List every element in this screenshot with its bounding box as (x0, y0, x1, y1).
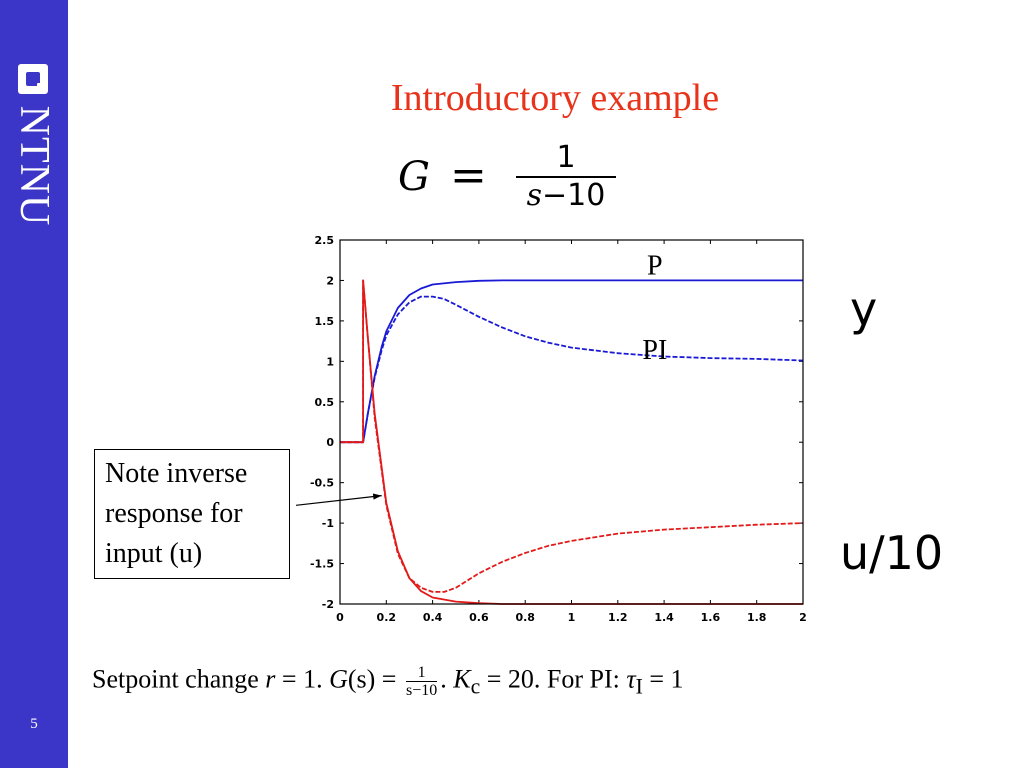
note-arrow-head-icon (372, 493, 382, 500)
caption-g: G (329, 664, 348, 694)
caption-text-6: = 1 (642, 664, 684, 694)
ntnu-logo-icon (18, 64, 48, 94)
u-input-label: u/10 (840, 526, 944, 580)
note-line-2: response for (105, 498, 243, 529)
x-tick-label: 0.2 (377, 611, 397, 624)
series-line-1 (340, 295, 804, 444)
x-tick-label: 0 (336, 611, 344, 624)
caption-text-5: = 20. For PI: (480, 664, 627, 694)
inverse-response-note: Note inverse response for input (u) (94, 449, 290, 579)
x-tick-label: 1.4 (654, 611, 674, 624)
formula-den-var: s (526, 178, 543, 213)
formula-numerator: 1 (556, 140, 576, 175)
caption-text-2: = 1. (275, 664, 330, 694)
y-tick-label: 0 (326, 436, 334, 449)
caption-kc-sub: c (470, 674, 481, 699)
x-tick-label: 2 (799, 611, 807, 624)
x-tick-label: 1.8 (747, 611, 767, 624)
y-tick-label: -0.5 (310, 477, 334, 490)
curve-annotation-p: P (647, 250, 663, 281)
curve-annotation-pi: PI (642, 335, 667, 366)
y-tick-label: 0.5 (315, 396, 335, 409)
y-tick-label: -1 (322, 517, 334, 530)
transfer-function-formula: G = 1 s−10 (398, 140, 638, 220)
note-line-3: input (u) (105, 538, 203, 569)
y-tick-label: 1 (326, 355, 334, 368)
note-line-1: Note inverse (105, 458, 248, 489)
note-arrow-line (295, 495, 382, 506)
caption-text-3: (s) = (347, 664, 403, 694)
caption-frac-num: 1 (417, 664, 426, 681)
y-output-label: y (850, 282, 878, 336)
y-tick-label: 2 (326, 274, 334, 287)
caption-text-4: . (440, 664, 454, 694)
caption-kc: K (453, 664, 471, 694)
formula-denominator: s−10 (514, 178, 618, 214)
formula-lhs: G (398, 154, 430, 200)
page-number: 5 (30, 716, 38, 732)
caption-r: r (265, 664, 276, 694)
y-tick-label: -1.5 (310, 558, 334, 571)
y-tick-label: 2.5 (315, 234, 335, 247)
caption-fraction: 1 s−10 (405, 664, 438, 699)
caption-tau-sub: I (635, 674, 643, 699)
formula-fraction: 1 s−10 (514, 140, 618, 214)
slide-title: Introductory example (390, 77, 720, 119)
y-tick-label: 1.5 (315, 315, 335, 328)
caption-frac-den: s−10 (405, 681, 438, 699)
series-line-3 (340, 279, 804, 593)
series-line-2 (340, 279, 803, 605)
formula-equals: = (450, 150, 487, 201)
x-tick-label: 1.2 (608, 611, 628, 624)
caption-tau: τ (626, 664, 636, 694)
x-tick-label: 0.8 (515, 611, 535, 624)
y-tick-label: -2 (322, 598, 334, 611)
caption: Setpoint change r = 1. G(s) = 1 s−10. Kc … (92, 664, 912, 700)
formula-den-rest: −10 (542, 178, 606, 213)
sidebar-band: NTNU 5 (0, 0, 68, 768)
x-tick-label: 0.6 (469, 611, 489, 624)
x-tick-label: 0.4 (423, 611, 443, 624)
plot-frame (339, 239, 804, 605)
caption-text-1: Setpoint change (92, 664, 266, 694)
series-line-0 (340, 279, 803, 444)
x-tick-label: 1.6 (701, 611, 721, 624)
x-tick-label: 1 (568, 611, 576, 624)
